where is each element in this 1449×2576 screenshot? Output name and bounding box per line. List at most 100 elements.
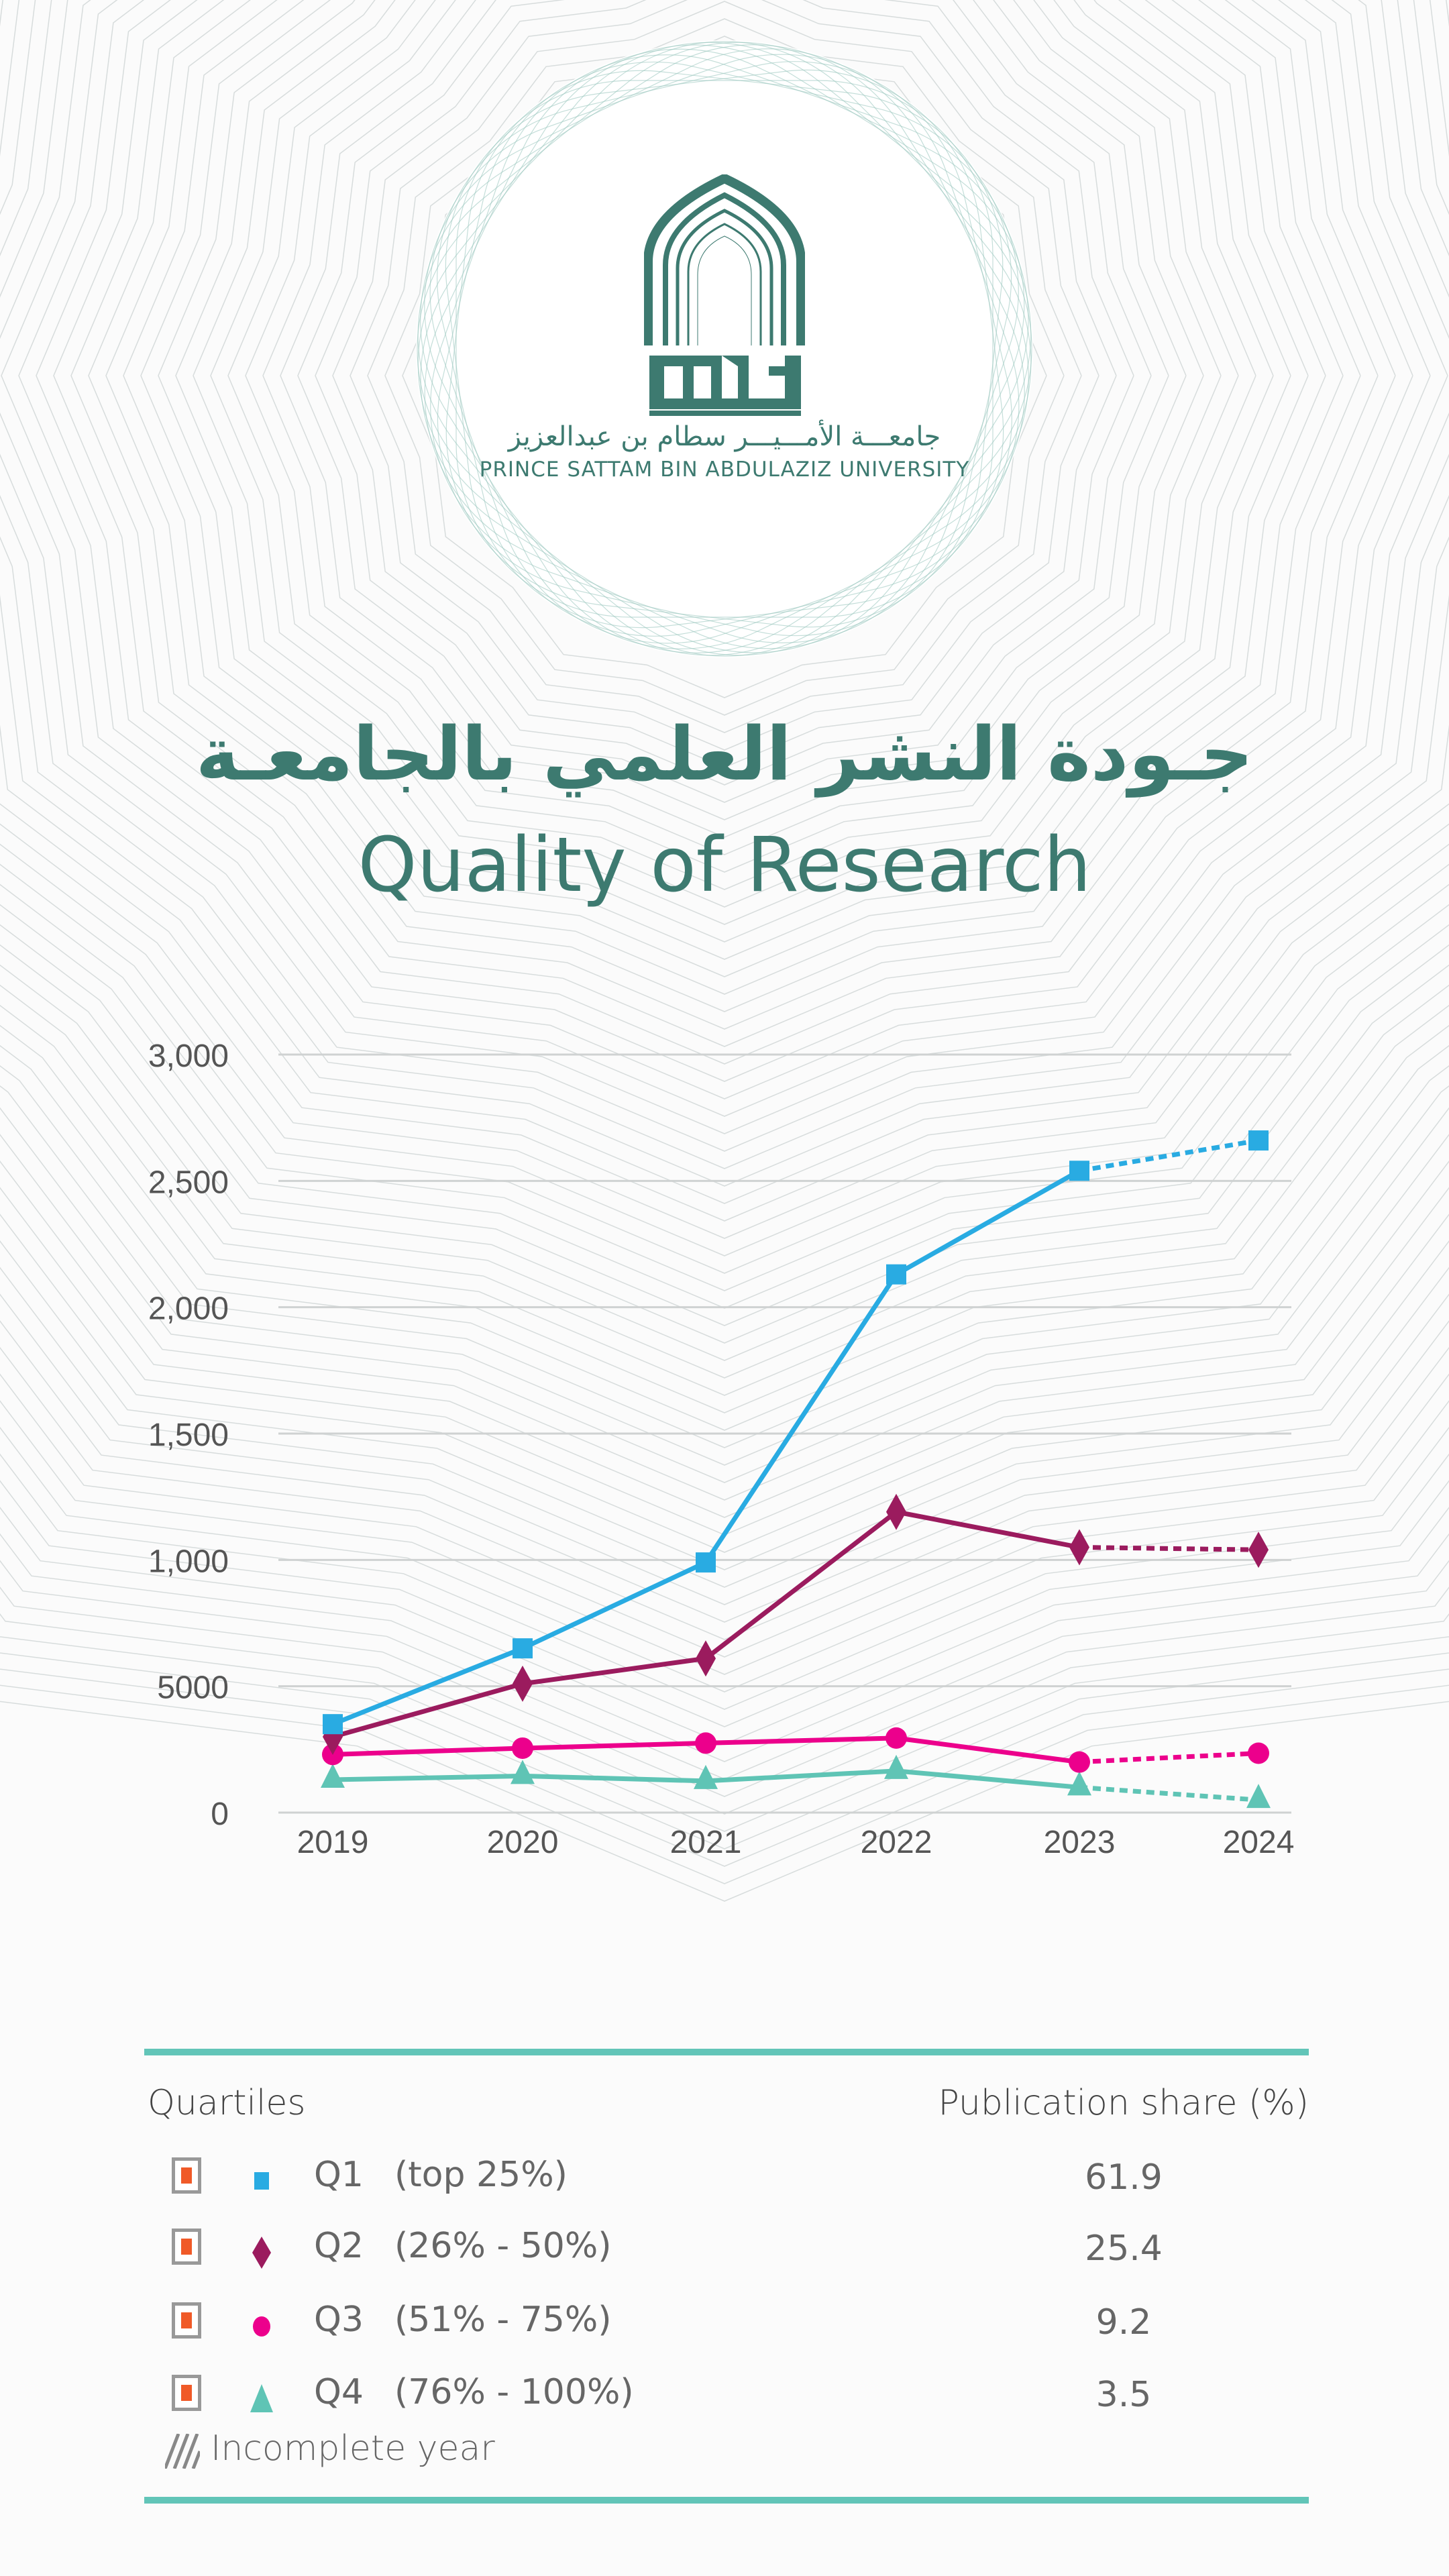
- x-tick-label: 2020: [487, 1825, 559, 1860]
- background-line: [280, 0, 1169, 820]
- background-line: [0, 0, 1449, 1134]
- data-point-square: [1069, 1161, 1089, 1181]
- data-point-square: [1248, 1130, 1269, 1151]
- logo-rosette-line: [429, 54, 1020, 644]
- background-line: [0, 1507, 1449, 1745]
- background-line: [1, 0, 1448, 1099]
- background-line: [158, 0, 1291, 943]
- logo-rosette-line: [424, 48, 1025, 649]
- data-point-diamond: [1248, 1532, 1269, 1568]
- background-line: [0, 1533, 1449, 1762]
- incomplete-year-label: Incomplete year: [211, 2428, 495, 2469]
- background-line: [0, 1065, 1449, 1448]
- background-line: [0, 1085, 1449, 1466]
- background-line: [315, 0, 1134, 786]
- background-line: [0, 1187, 1449, 1536]
- data-point-circle: [885, 1727, 907, 1749]
- y-tick-label: 3,000: [148, 1038, 229, 1074]
- y-tick-label: 1,500: [148, 1417, 229, 1453]
- series-q3: [322, 1727, 1269, 1773]
- background-line: [262, 0, 1187, 838]
- legend-toggle-checkbox[interactable]: [172, 2375, 201, 2411]
- background-line: [227, 0, 1222, 873]
- legend-marker-triangle-icon: [250, 2384, 273, 2412]
- logo-rosette-line: [455, 80, 994, 618]
- legend-bottom-rule: [144, 2497, 1309, 2504]
- series-line-incomplete: [1079, 1784, 1259, 1803]
- data-point-diamond: [513, 1665, 533, 1702]
- data-point-square: [323, 1714, 343, 1735]
- background-line: [0, 803, 1449, 1222]
- logo-name-english: PRINCE SATTAM BIN ABDULAZIZ UNIVERSITY: [479, 458, 970, 482]
- checkbox-fill: [181, 2239, 192, 2255]
- background-line: [245, 0, 1204, 855]
- background-line: [53, 0, 1396, 1047]
- background-line: [0, 883, 1449, 1291]
- quartile-label: Q3: [314, 2300, 364, 2340]
- background-line: [0, 0, 1449, 1169]
- data-point-circle: [1248, 1742, 1269, 1764]
- logo-backdrop: [416, 40, 1033, 657]
- background-line: [0, 0, 1449, 1117]
- quartile-range: (51% - 75%): [394, 2300, 612, 2340]
- data-point-diamond: [1069, 1529, 1089, 1566]
- legend-heading-share: Publication share (%): [938, 2083, 1309, 2123]
- legend-row-q2: Q2 (26% - 50%) 25.4: [0, 2226, 1449, 2279]
- legend-toggle-checkbox[interactable]: [172, 2229, 201, 2265]
- legend-toggle-checkbox[interactable]: [172, 2157, 201, 2194]
- background-line: [0, 1587, 1449, 1797]
- background-line: [0, 1426, 1449, 1693]
- legend-row-q4: Q4 (76% - 100%) 3.5: [0, 2372, 1449, 2426]
- quartile-label: Q4: [314, 2372, 364, 2412]
- y-tick-label: 2,500: [148, 1165, 229, 1200]
- quartile-label: Q2: [314, 2226, 364, 2266]
- x-tick-label: 2024: [1223, 1825, 1295, 1860]
- page-title: Quality of Research: [358, 822, 1091, 909]
- data-point-triangle: [1246, 1784, 1271, 1809]
- background-line: [0, 1293, 1449, 1605]
- quartile-range: (76% - 100%): [394, 2372, 634, 2412]
- legend-marker-circle-icon: [253, 2316, 270, 2337]
- background-line: [0, 1240, 1449, 1570]
- checkbox-fill: [181, 2167, 192, 2184]
- background-line: [0, 924, 1449, 1326]
- background-line: [0, 1480, 1449, 1727]
- series-line-incomplete: [1079, 1138, 1259, 1173]
- legend-top-rule: [144, 2049, 1309, 2055]
- background-line: [0, 964, 1449, 1361]
- university-logo-mark: [644, 174, 805, 416]
- background-line: [297, 0, 1152, 803]
- series-line-incomplete: [1079, 1750, 1259, 1765]
- y-tick-label: 5000: [157, 1670, 229, 1706]
- data-point-circle: [1069, 1751, 1090, 1773]
- logo-rosette-line: [430, 54, 1019, 643]
- logo-rosette-line: [424, 48, 1025, 649]
- background-line: [0, 843, 1449, 1256]
- logo-rosette-line: [417, 42, 1032, 656]
- data-point-diamond: [696, 1640, 716, 1677]
- data-point-triangle: [694, 1764, 718, 1789]
- series-q4: [321, 1754, 1271, 1809]
- background-line: [0, 1044, 1449, 1431]
- publication-share-value: 25.4: [1085, 2229, 1163, 2269]
- legend-toggle-checkbox[interactable]: [172, 2302, 201, 2339]
- legend-marker-square-icon: [254, 2172, 269, 2190]
- background-line: [0, 1134, 1449, 1501]
- y-tick-label: 2,000: [148, 1291, 229, 1327]
- background-line: [36, 0, 1413, 1065]
- background-line: [105, 0, 1344, 995]
- series-line-incomplete: [1079, 1545, 1259, 1552]
- logo-rosette-line: [445, 69, 1004, 629]
- data-point-diamond: [886, 1493, 906, 1530]
- checkbox-fill: [181, 2312, 192, 2328]
- logo-rosette-line: [417, 41, 1032, 657]
- background-line: [0, 904, 1449, 1309]
- background-line: [88, 0, 1361, 1012]
- background-line: [0, 0, 1449, 1152]
- y-tick-label: 1,000: [148, 1544, 229, 1579]
- background-line: [0, 0, 1449, 1204]
- logo-rosette-line: [437, 61, 1012, 637]
- data-point-square: [886, 1264, 906, 1285]
- series-line: [332, 1509, 1080, 1739]
